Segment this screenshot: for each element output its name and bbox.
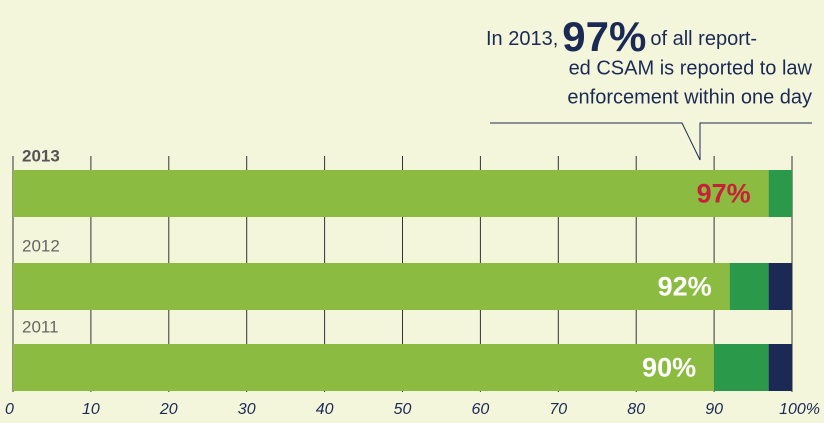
value-label: 90% bbox=[642, 353, 696, 383]
value-label: 92% bbox=[658, 272, 712, 302]
value-label: 97% bbox=[697, 179, 751, 209]
bar-segment bbox=[768, 170, 792, 217]
x-tick-label: 0 bbox=[5, 401, 14, 418]
x-tick-label: 10 bbox=[82, 401, 100, 418]
x-tick-label: 20 bbox=[159, 401, 178, 418]
bar-segment bbox=[13, 344, 715, 391]
bar-segment bbox=[768, 344, 792, 391]
bar-segment bbox=[714, 344, 769, 391]
bar-segment bbox=[13, 170, 769, 217]
x-tick-label: 40 bbox=[316, 401, 334, 418]
x-tick-label: 50 bbox=[394, 401, 412, 418]
bar-segment bbox=[768, 263, 792, 310]
x-tick-label: 70 bbox=[549, 401, 567, 418]
x-tick-label: 80 bbox=[627, 401, 645, 418]
annotation-highlight: 97% bbox=[562, 13, 646, 60]
category-label: 2013 bbox=[22, 146, 60, 165]
annotation-line: ed CSAM is reported to law bbox=[569, 57, 813, 79]
x-tick-label: 90 bbox=[705, 401, 723, 418]
x-tick-label: 100% bbox=[779, 401, 820, 418]
category-label: 2011 bbox=[22, 317, 59, 336]
annotation-lead: In 2013, bbox=[486, 28, 558, 50]
annotation: In 2013,97% of all report- bbox=[486, 13, 757, 60]
bar-segment bbox=[13, 263, 730, 310]
annotation-line: of all report- bbox=[650, 28, 757, 50]
callout bbox=[490, 122, 812, 161]
annotation-line: enforcement within one day bbox=[567, 86, 812, 108]
bar-segment bbox=[729, 263, 769, 310]
category-label: 2012 bbox=[22, 236, 60, 255]
x-tick-label: 30 bbox=[238, 401, 256, 418]
x-tick-label: 60 bbox=[472, 401, 490, 418]
